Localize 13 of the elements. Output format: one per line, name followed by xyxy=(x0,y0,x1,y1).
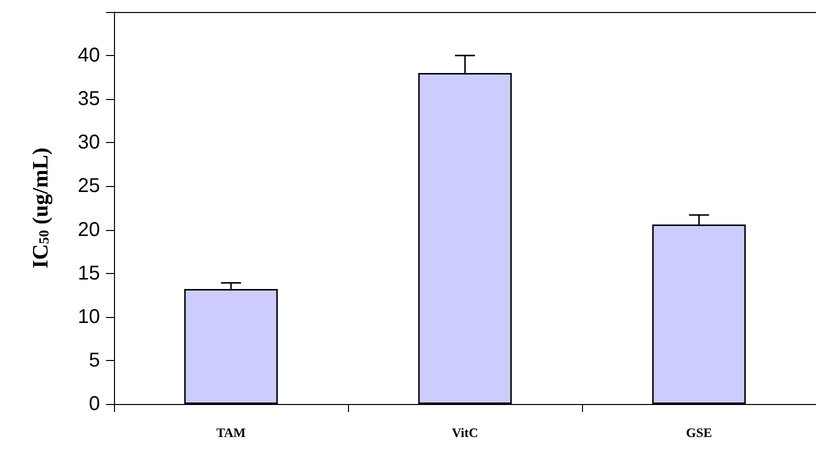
x-tick-label: TAM xyxy=(216,425,246,440)
x-tick-label: VitC xyxy=(452,425,478,440)
y-tick-label: 40 xyxy=(78,44,100,67)
y-tick-label: 35 xyxy=(78,88,100,110)
x-tick-label: GSE xyxy=(686,425,712,440)
y-tick-label: 15 xyxy=(78,262,100,284)
y-tick-label: 30 xyxy=(78,132,100,154)
y-tick-label: 10 xyxy=(78,306,100,328)
y-tick-label: 25 xyxy=(78,175,100,198)
y-tick-label: 20 xyxy=(78,218,100,241)
y-tick-label: 5 xyxy=(88,349,100,372)
y-axis-title: IC50 (ug/mL) xyxy=(28,148,52,268)
y-tick-label: 0 xyxy=(88,393,100,415)
